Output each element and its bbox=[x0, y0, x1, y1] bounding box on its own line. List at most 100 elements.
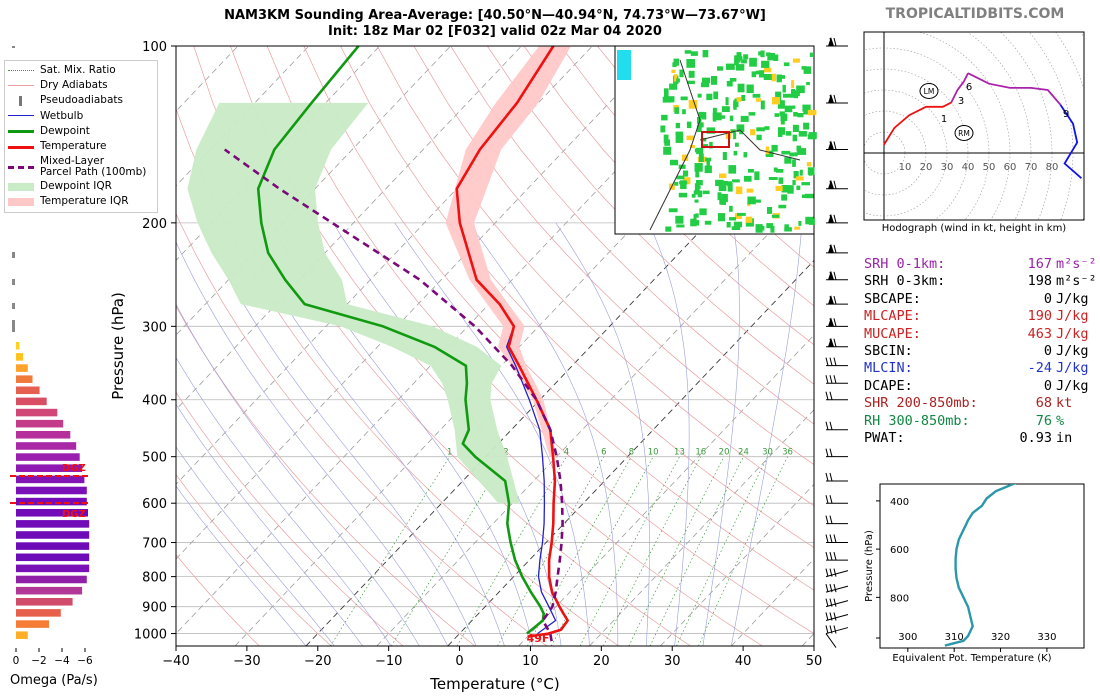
x-axis-label: Temperature (°C) bbox=[429, 675, 559, 693]
mixing-ratio-line bbox=[330, 456, 450, 646]
hodograph-tick-label: 30 bbox=[941, 162, 954, 173]
stat-label: RH 300-850mb: bbox=[864, 412, 970, 429]
radar-echo bbox=[669, 159, 679, 166]
radar-echo bbox=[693, 190, 701, 195]
radar-echo bbox=[683, 177, 691, 185]
legend-item: Mixed-Layer Parcel Path (100mb) bbox=[7, 154, 155, 179]
omega-bar bbox=[16, 397, 47, 406]
radar-echo bbox=[687, 80, 695, 85]
dgz-label: DGZ bbox=[62, 463, 86, 474]
omega-bar bbox=[16, 598, 73, 606]
omega-tick-mark bbox=[12, 46, 15, 48]
radar-echo bbox=[733, 132, 737, 140]
wind-barb bbox=[826, 337, 848, 348]
theta-x-tick-label: 320 bbox=[991, 632, 1010, 643]
mixing-ratio-label: 10 bbox=[648, 448, 659, 458]
radar-echo bbox=[758, 51, 762, 56]
legend-item: Dewpoint bbox=[7, 124, 155, 139]
isotherm-line bbox=[305, 110, 814, 646]
omega-bar bbox=[16, 419, 64, 428]
radar-echo bbox=[726, 81, 733, 87]
radar-echo bbox=[676, 224, 685, 228]
stat-label: SRH 0-3km: bbox=[864, 273, 946, 290]
wind-barb bbox=[825, 448, 848, 458]
radar-echo bbox=[721, 106, 730, 112]
stat-label: SRH 0-1km: bbox=[864, 256, 946, 272]
legend-swatch bbox=[7, 81, 35, 91]
radar-echo bbox=[732, 179, 740, 183]
radar-echo bbox=[792, 159, 796, 167]
radar-echo bbox=[706, 127, 715, 134]
wind-barb bbox=[825, 421, 848, 431]
stat-unit: J/kg bbox=[1056, 325, 1089, 342]
legend-label: Dewpoint bbox=[40, 124, 90, 137]
legend-swatch bbox=[7, 126, 35, 136]
hodograph-segment bbox=[967, 72, 1062, 106]
radar-echo bbox=[733, 102, 737, 110]
radar-echo bbox=[763, 74, 772, 80]
hodograph-caption: Hodograph (wind in kt, height in km) bbox=[881, 223, 1067, 234]
stat-label: MLCIN: bbox=[864, 360, 913, 377]
dry-adiabat bbox=[413, 46, 814, 466]
omega-bar bbox=[16, 386, 40, 395]
mixing-ratio-line bbox=[602, 456, 702, 646]
radar-echo bbox=[679, 69, 684, 78]
radar-echo bbox=[773, 167, 778, 172]
radar-echo bbox=[686, 121, 692, 129]
dry-adiabat bbox=[560, 46, 814, 307]
omega-tick-mark bbox=[12, 326, 15, 332]
omega-tick-mark bbox=[12, 252, 15, 258]
radar-echo bbox=[794, 226, 801, 230]
radar-echo bbox=[756, 134, 762, 141]
mixing-ratio-label: 36 bbox=[782, 448, 793, 458]
radar-echo bbox=[749, 57, 757, 67]
legend-label: Dry Adiabats bbox=[40, 79, 108, 92]
pseudoadiabat bbox=[237, 222, 505, 646]
dry-adiabat bbox=[176, 212, 548, 646]
wind-barb bbox=[825, 625, 849, 635]
radar-echo bbox=[680, 180, 687, 190]
stat-row: PWAT: 0.93 in bbox=[864, 430, 1094, 447]
wind-barb bbox=[825, 472, 848, 482]
radar-echo bbox=[700, 82, 709, 88]
storm-motion-label: LM bbox=[924, 87, 935, 96]
radar-echo bbox=[683, 170, 689, 177]
radar-echo bbox=[806, 82, 810, 86]
area-box bbox=[701, 131, 730, 148]
radar-echo bbox=[729, 115, 734, 122]
pseudoadiabat bbox=[200, 222, 477, 646]
dry-adiabat bbox=[266, 46, 814, 635]
mixing-ratio-label: 4 bbox=[564, 448, 569, 458]
radar-echo bbox=[778, 177, 784, 184]
radar-echo bbox=[712, 107, 717, 117]
mixing-ratio-label: 1 bbox=[447, 448, 452, 458]
radar-echo bbox=[674, 107, 680, 114]
skewt-legend: Sat. Mix. Ratio Dry Adiabats Pseudoadiabat… bbox=[4, 60, 158, 213]
dry-adiabat bbox=[340, 46, 814, 548]
legend-label: Pseudoadiabats bbox=[40, 94, 123, 107]
radar-echo bbox=[736, 64, 745, 71]
dry-adiabat bbox=[176, 554, 260, 646]
radar-echo bbox=[684, 50, 692, 54]
height-label: 1 bbox=[941, 114, 947, 125]
y-tick-label: 400 bbox=[142, 394, 167, 409]
radar-echo bbox=[802, 104, 811, 112]
mixing-ratio-label: 16 bbox=[695, 448, 706, 458]
radar-echo bbox=[737, 212, 746, 216]
legend-swatch bbox=[7, 95, 35, 106]
theta-e-frame bbox=[879, 483, 1085, 649]
omega-bar bbox=[16, 631, 28, 639]
radar-echo bbox=[727, 183, 733, 192]
wind-barb bbox=[825, 583, 849, 593]
coastline bbox=[699, 129, 801, 161]
stat-unit: J/kg bbox=[1056, 342, 1089, 359]
radar-echo bbox=[798, 221, 802, 226]
radar-echo bbox=[756, 127, 765, 132]
mixing-ratio-line bbox=[628, 456, 725, 646]
hodograph-frame bbox=[863, 31, 1085, 221]
y-tick-label: 100 bbox=[142, 40, 167, 55]
radar-echo bbox=[734, 213, 742, 219]
legend-swatch bbox=[7, 111, 35, 121]
stat-label: SBCAPE: bbox=[864, 290, 921, 307]
radar-echo bbox=[673, 58, 679, 66]
